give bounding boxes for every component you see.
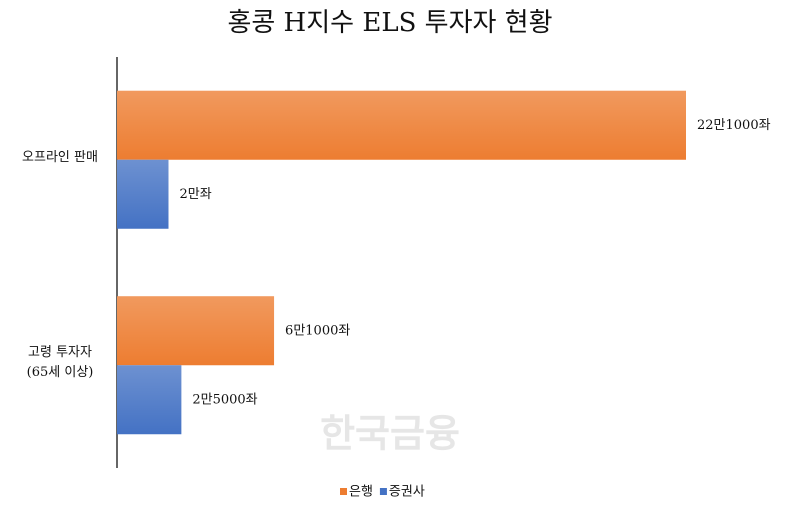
value-label: 6만1000좌 [285,323,350,338]
legend-label: 은행 [349,484,373,500]
bar-highlight [117,365,182,435]
bar-highlight [117,159,169,229]
value-label: 2만5000좌 [192,392,257,407]
chart-title: 홍콩 H지수 ELS 투자자 현황 [227,8,552,38]
legend-label: 증권사 [389,485,425,500]
bar-highlight [117,296,275,366]
y-tick-label: 오프라인 판매 [22,149,98,165]
value-label: 22만1000좌 [697,118,771,133]
legend-swatch [379,488,387,495]
watermark: 한국금융 [320,412,460,456]
y-tick-label: 고령 투자자 (65세 이상) [26,345,94,381]
value-label: 2만좌 [179,187,211,202]
bar-highlight [117,90,686,160]
legend-swatch [340,488,347,495]
